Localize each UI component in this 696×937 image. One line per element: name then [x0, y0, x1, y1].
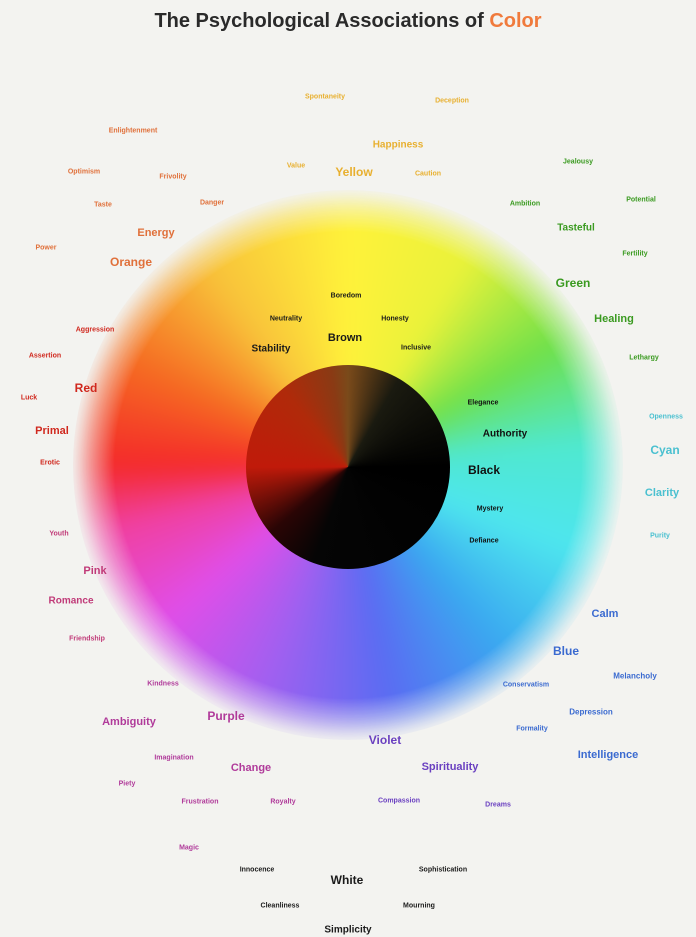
association-label: Melancholy	[613, 672, 657, 681]
association-label: Imagination	[154, 755, 193, 762]
association-label: Erotic	[40, 460, 60, 467]
association-label: Spirituality	[422, 761, 479, 773]
association-label: Blue	[553, 644, 579, 658]
association-label: Danger	[200, 200, 224, 207]
association-label: Clarity	[645, 487, 679, 499]
association-label: Calm	[592, 608, 619, 620]
association-label: Romance	[48, 596, 93, 607]
association-label: Violet	[369, 733, 401, 747]
association-label: Change	[231, 762, 271, 774]
association-label: Intelligence	[578, 749, 639, 761]
association-label: Youth	[49, 531, 68, 538]
association-label: White	[331, 873, 364, 887]
association-label: Sophistication	[419, 867, 467, 874]
association-label: Conservatism	[503, 682, 549, 689]
association-label: Green	[556, 276, 591, 290]
association-label: Formality	[516, 726, 548, 733]
association-label: Ambiguity	[102, 716, 156, 728]
association-label: Purity	[650, 533, 670, 540]
association-label: Honesty	[381, 316, 409, 323]
association-label: Brown	[328, 332, 362, 344]
association-label: Jealousy	[563, 159, 593, 166]
association-label: Kindness	[147, 681, 179, 688]
association-label: Mourning	[403, 903, 435, 910]
association-label: Friendship	[69, 636, 105, 643]
association-label: Dreams	[485, 802, 511, 809]
association-label: Primal	[35, 425, 69, 437]
association-label: Purple	[207, 709, 244, 723]
association-label: Mystery	[477, 506, 503, 513]
association-label: Red	[75, 381, 98, 395]
title-text: The Psychological Associations of	[154, 10, 483, 32]
association-label: Energy	[137, 227, 174, 239]
association-label: Ambition	[510, 201, 540, 208]
association-label: Fertility	[622, 251, 647, 258]
association-label: Defiance	[469, 538, 498, 545]
association-label: Potential	[626, 197, 656, 204]
association-label: Taste	[94, 202, 112, 209]
association-label: Deception	[435, 98, 469, 105]
association-label: Aggression	[76, 327, 115, 334]
association-label: Royalty	[270, 799, 295, 806]
association-label: Luck	[21, 395, 37, 402]
association-label: Magic	[179, 845, 199, 852]
association-label: Neutrality	[270, 316, 302, 323]
association-label: Frustration	[182, 799, 219, 806]
association-label: Piety	[119, 781, 136, 788]
association-label: Boredom	[331, 293, 362, 300]
association-label: Orange	[110, 255, 152, 269]
title: The Psychological Associations of Color	[0, 10, 696, 33]
title-highlight: Color	[489, 10, 541, 32]
association-label: Yellow	[335, 165, 372, 179]
association-label: Cleanliness	[261, 903, 300, 910]
association-label: Innocence	[240, 867, 275, 874]
association-label: Spontaneity	[305, 94, 345, 101]
association-label: Healing	[594, 313, 634, 325]
association-label: Enlightenment	[109, 128, 158, 135]
association-label: Authority	[483, 429, 527, 440]
association-label: Tasteful	[557, 223, 595, 234]
association-label: Openness	[649, 414, 683, 421]
association-label: Assertion	[29, 353, 61, 360]
association-label: Simplicity	[324, 925, 371, 936]
center-disc	[246, 365, 450, 569]
poster: The Psychological Associations of Color …	[0, 0, 696, 937]
association-label: Compassion	[378, 798, 420, 805]
association-label: Inclusive	[401, 345, 431, 352]
association-label: Depression	[569, 708, 613, 717]
association-label: Elegance	[468, 400, 499, 407]
association-label: Optimism	[68, 169, 100, 176]
association-label: Power	[35, 245, 56, 252]
association-label: Happiness	[373, 140, 424, 151]
association-label: Caution	[415, 171, 441, 178]
association-label: Value	[287, 163, 305, 170]
association-label: Frivolity	[159, 174, 186, 181]
association-label: Pink	[83, 565, 106, 577]
association-label: Black	[468, 463, 500, 477]
association-label: Cyan	[650, 443, 679, 457]
association-label: Stability	[252, 344, 291, 355]
association-label: Lethargy	[629, 355, 659, 362]
